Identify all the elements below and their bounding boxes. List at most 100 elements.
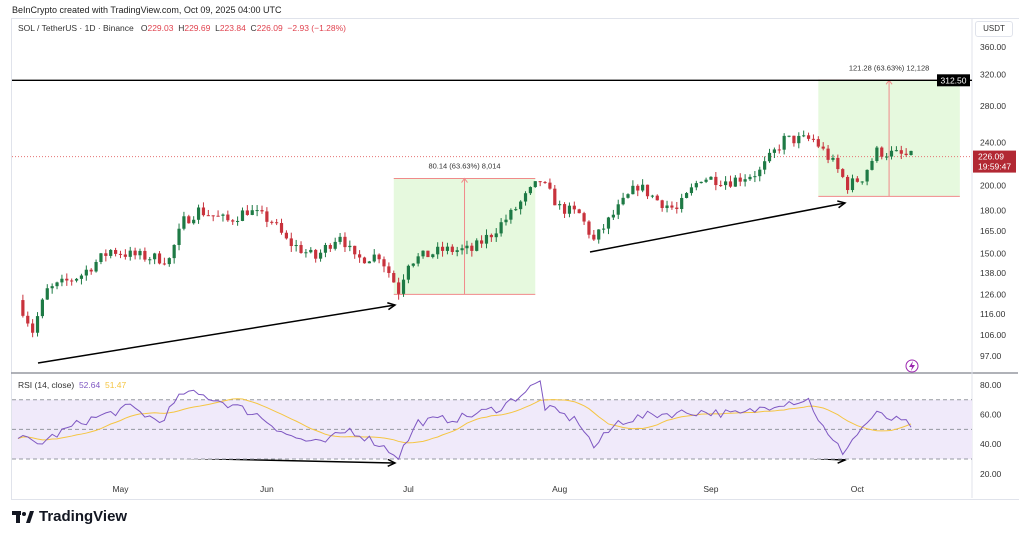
- symbol-name[interactable]: SOL / TetherUS · 1D · Binance: [18, 23, 134, 33]
- open-label: O: [140, 23, 148, 33]
- candle-body: [333, 241, 337, 249]
- currency-button[interactable]: USDT: [975, 21, 1013, 37]
- candle-body: [362, 257, 367, 264]
- candle-body: [431, 254, 435, 258]
- candle-body: [314, 249, 318, 259]
- candle-body: [665, 205, 669, 209]
- candle-body: [548, 182, 552, 189]
- candle-body: [94, 261, 98, 272]
- candle-body: [660, 200, 664, 209]
- tradingview-logo-text: TradingView: [39, 508, 128, 525]
- candle-body: [392, 273, 396, 283]
- high-label: H: [178, 23, 185, 33]
- level-price-label: 312.50: [941, 75, 967, 85]
- time-tick-label: Jul: [403, 484, 414, 494]
- candle-body: [714, 176, 718, 186]
- rsi-tick-label: 20.00: [980, 469, 1002, 479]
- candle-body: [621, 197, 625, 205]
- candle-body: [797, 135, 801, 144]
- candle-body: [802, 135, 806, 137]
- candle-body: [426, 250, 430, 258]
- trend-line: [589, 202, 846, 253]
- candle-body: [543, 182, 547, 184]
- low-value: 223.84: [219, 23, 246, 33]
- arrow-head-icon: [387, 302, 397, 311]
- candle-body: [182, 216, 186, 229]
- price-tick-label: 240.00: [980, 138, 1006, 148]
- candle-body: [196, 207, 201, 220]
- candle-body: [567, 205, 572, 214]
- candle-body: [850, 178, 855, 191]
- candle-body: [167, 258, 171, 265]
- candle-body: [55, 282, 59, 287]
- candle-body: [421, 250, 425, 257]
- candle-body: [309, 249, 313, 253]
- candle-body: [709, 176, 713, 180]
- low-label: L: [215, 23, 220, 33]
- candle-body: [323, 244, 328, 253]
- price-tick-label: 180.00: [980, 205, 1006, 215]
- arrow-head-icon: [837, 200, 847, 209]
- candle-body: [65, 278, 69, 281]
- candle-body: [499, 222, 503, 234]
- candle-body: [733, 177, 737, 187]
- rsi-tick-label: 40.00: [980, 439, 1002, 449]
- candle-body: [533, 181, 537, 188]
- candle-body: [494, 233, 498, 238]
- candle-body: [816, 139, 820, 147]
- candle-body: [79, 275, 84, 279]
- candle-body: [553, 188, 557, 206]
- candle-body: [592, 234, 596, 240]
- rsi-line: [17, 380, 912, 461]
- candle-body: [445, 246, 450, 251]
- candle-body: [250, 210, 254, 215]
- candle-body: [35, 316, 40, 333]
- rsi-name[interactable]: RSI (14, close): [18, 380, 75, 390]
- price-tick-label: 165.00: [980, 226, 1006, 236]
- rsi-tick-label: 60.00: [980, 410, 1002, 420]
- candle-body: [870, 160, 874, 170]
- candle-body: [26, 315, 30, 324]
- price-tick-label: 360.00: [980, 42, 1006, 52]
- candle-body: [899, 150, 903, 154]
- candle-body: [187, 216, 191, 224]
- candle-body: [70, 280, 74, 282]
- price-tick-label: 97.00: [980, 351, 1002, 361]
- price-range-label: 121.28 (63.63%) 12,128: [849, 63, 929, 72]
- candle-body: [826, 148, 830, 160]
- candle-body: [748, 176, 752, 180]
- candle-body: [880, 147, 884, 157]
- time-tick-label: May: [112, 484, 129, 494]
- rsi-tick-label: 80.00: [980, 380, 1002, 390]
- candle-body: [577, 209, 581, 214]
- lightning-icon: [909, 361, 915, 371]
- candle-body: [31, 323, 35, 333]
- candle-body: [758, 169, 762, 177]
- price-tick-label: 320.00: [980, 70, 1006, 80]
- candle-body: [743, 179, 747, 182]
- price-tick-label: 138.00: [980, 268, 1006, 278]
- candle-body: [255, 210, 259, 212]
- current-price-badge: [973, 150, 1016, 173]
- candle-body: [631, 185, 635, 195]
- candle-body: [192, 219, 196, 224]
- candle-body: [684, 193, 689, 198]
- candle-body: [343, 236, 347, 248]
- candle-body: [318, 252, 323, 259]
- candle-body: [484, 234, 489, 244]
- candle-body: [411, 263, 415, 266]
- candle-body: [138, 250, 142, 256]
- candle-body: [89, 269, 93, 272]
- candle-body: [889, 150, 894, 157]
- time-tick-label: Jun: [260, 484, 274, 494]
- candle-body: [767, 152, 772, 162]
- tradingview-logo[interactable]: TradingView: [12, 508, 127, 525]
- candle-body: [655, 195, 659, 201]
- candle-body: [109, 249, 113, 256]
- candle-body: [772, 149, 776, 153]
- candle-body: [465, 245, 469, 249]
- candle-body: [909, 150, 913, 155]
- current-price-label: 226.09: [978, 152, 1004, 162]
- candle-body: [489, 234, 493, 238]
